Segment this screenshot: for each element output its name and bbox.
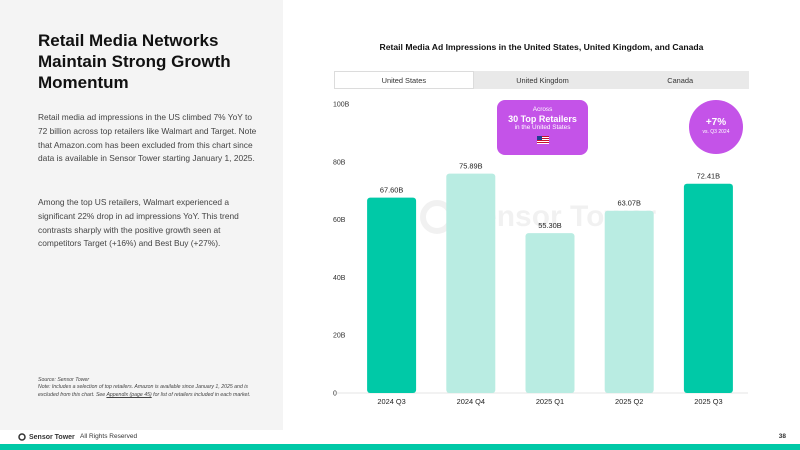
bar-2025-q3: [683, 183, 733, 393]
bar-2024-q3: [367, 197, 417, 393]
tab-united-kingdom[interactable]: United Kingdom: [516, 75, 569, 85]
y-tick-label: 60B: [333, 217, 346, 224]
callout-line-1: Across: [532, 106, 553, 113]
y-tick-label: 20B: [333, 333, 346, 340]
body-paragraph-2: Among the top US retailers, Walmart expe…: [38, 197, 239, 249]
x-tick-label: 2024 Q4: [457, 397, 485, 406]
sensor-tower-logo-icon: [18, 433, 26, 441]
page-number: 38: [778, 433, 786, 440]
appendix-link[interactable]: Appendix (page 45): [106, 391, 152, 398]
bar-value-label: 55.30B: [538, 221, 561, 230]
us-flag-icon: [536, 136, 549, 144]
bar-2024-q4: [446, 173, 496, 393]
growth-value: +7%: [705, 117, 727, 128]
body-paragraph-1: Retail media ad impressions in the US cl…: [38, 112, 257, 164]
y-tick-label: 0: [333, 391, 337, 398]
country-tabs: United States United Kingdom Canada: [334, 71, 749, 89]
source-note: Source: Sensor Tower Note: Includes a se…: [38, 377, 270, 399]
x-tick-label: 2025 Q2: [615, 397, 643, 406]
bottom-accent-bar: [0, 444, 800, 450]
bar-2025-q2: [604, 210, 654, 393]
y-tick-label: 80B: [333, 159, 346, 166]
footer: Sensor Tower All Rights Reserved 38: [0, 430, 800, 444]
callout-line-3: in the United States: [514, 124, 571, 131]
footer-logo: Sensor Tower: [18, 433, 75, 441]
chart-title: Retail Media Ad Impressions in the Unite…: [379, 42, 704, 52]
tab-united-states[interactable]: United States: [334, 71, 474, 89]
bar-value-label: 67.60B: [380, 186, 403, 195]
growth-badge: +7% vs. Q3 2024: [689, 100, 743, 154]
source-note-text: Note: Includes a selection of top retail…: [38, 384, 249, 398]
bar-value-label: 72.41B: [697, 172, 720, 181]
y-tick-label: 40B: [333, 275, 346, 282]
source-label: Source: Sensor Tower: [38, 377, 90, 383]
left-panel: [0, 0, 283, 430]
bar-value-label: 75.89B: [459, 162, 482, 171]
y-tick-label: 100B: [333, 102, 350, 109]
page-title: Retail Media Networks Maintain Strong Gr…: [38, 31, 231, 92]
bar-value-label: 63.07B: [617, 199, 640, 208]
growth-label: vs. Q3 2024: [702, 129, 730, 135]
bar-2025-q1: [525, 233, 575, 393]
tab-canada[interactable]: Canada: [667, 75, 694, 85]
x-tick-label: 2024 Q3: [377, 397, 405, 406]
footer-rights: All Rights Reserved: [80, 433, 138, 440]
footer-logo-text: Sensor Tower: [29, 433, 75, 441]
source-note-text-end: for list of retailers included in each m…: [151, 391, 251, 398]
callout-line-2: 30 Top Retailers: [508, 114, 577, 124]
x-tick-label: 2025 Q1: [536, 397, 564, 406]
retailers-callout: Across 30 Top Retailers in the United St…: [497, 100, 588, 155]
x-tick-label: 2025 Q3: [694, 397, 722, 406]
